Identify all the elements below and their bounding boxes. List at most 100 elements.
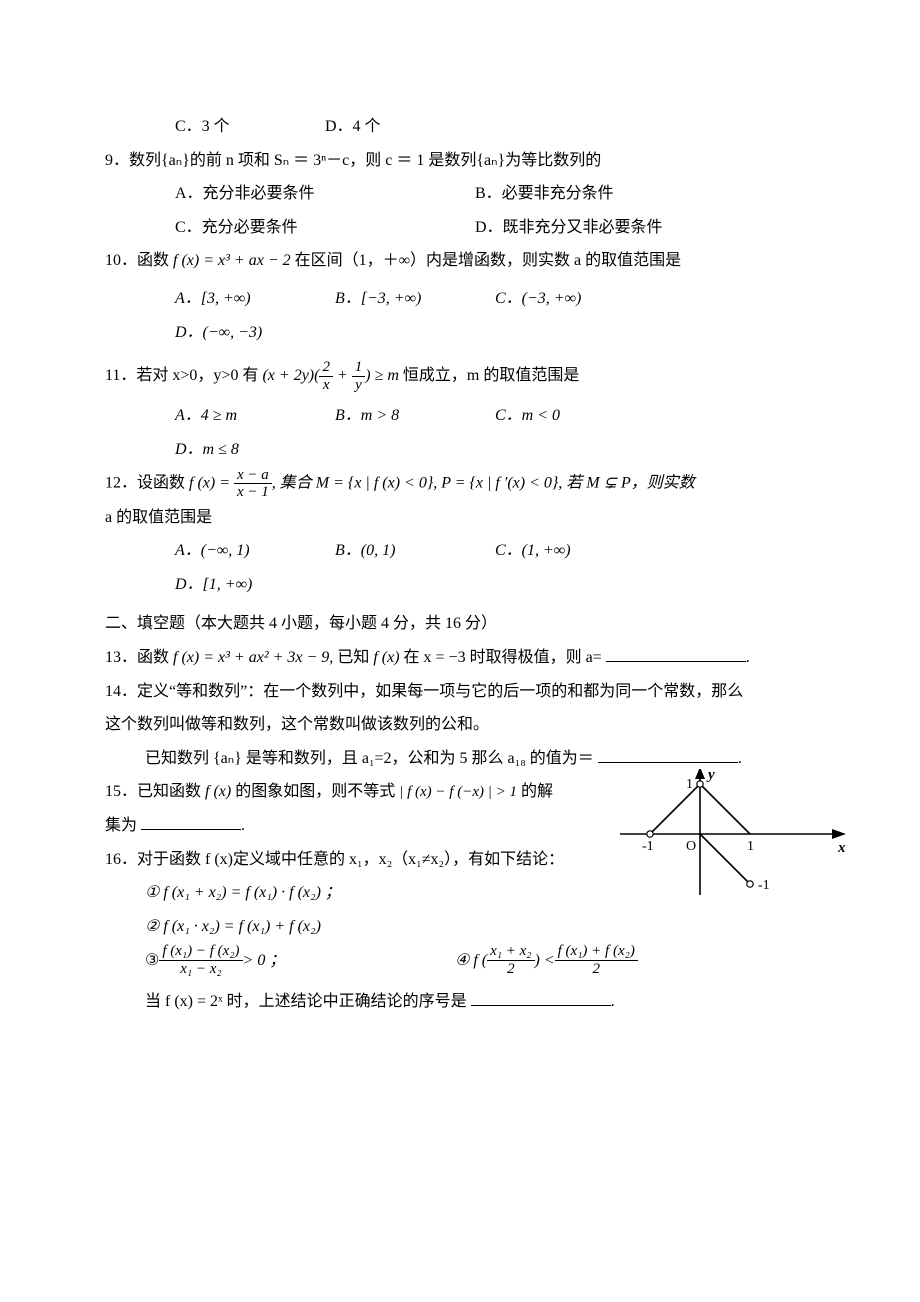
q16-c3c4-row: ③ f (x₁) − f (x₂)x₁ − x₂ > 0 ； ④ f ( x₁ …: [105, 943, 810, 977]
q10-opt-d: D．(−∞, −3): [175, 316, 335, 350]
q16-c3-den: x₁ − x₂: [159, 961, 242, 978]
q12-middle: , 集合 M = {x | f (x) < 0}, P = {x | f ′(x…: [272, 474, 695, 491]
q9-opt-a: A．充分非必要条件: [175, 177, 475, 211]
q15-blank[interactable]: [141, 813, 241, 830]
q8-opt-c: C．3 个: [175, 110, 325, 144]
q12-pre: 12．设函数: [105, 474, 189, 491]
q11-opt-a: A．4 ≥ m: [175, 399, 335, 433]
q13-pre: 13．函数: [105, 649, 169, 666]
q10-stem: 10．函数 f (x) = x³ + ax − 2 在区间（1，＋∞）内是增函数…: [105, 244, 810, 278]
q16-c4-den2: 2: [555, 961, 638, 978]
svg-text:y: y: [706, 769, 715, 783]
q16-c4-frac2: f (x₁) + f (x₂)2: [555, 943, 638, 977]
svg-text:1: 1: [747, 839, 754, 854]
q11-options: A．4 ≥ m B．m > 8 C．m < 0 D．m ≤ 8: [105, 399, 810, 466]
q16-c2: ② f (x₁ · x₂) = f (x₁) + f (x₂): [105, 910, 810, 944]
q16-c3: ③ f (x₁) − f (x₂)x₁ − x₂ > 0 ；: [145, 943, 455, 977]
q9-options-row2: C．充分必要条件 D．既非充分又非必要条件: [105, 211, 810, 245]
q13-blank[interactable]: [606, 645, 746, 662]
q10-opt-c: C．(−3, +∞): [495, 282, 655, 316]
q14-l1: 14．定义“等和数列”：在一个数列中，如果每一项与它的后一项的和都为同一个常数，…: [105, 675, 810, 709]
q15-graph-svg: yx1-1O1-1: [620, 769, 850, 899]
q16-last-a: 当 f (x) = 2ˣ 时，上述结论中正确结论的序号是: [145, 993, 467, 1010]
q14-l3a: 已知数列 {aₙ} 是等和数列，且 a₁=2，公和为 5 那么 a₁₈ 的值为＝: [145, 750, 598, 767]
q13-tail: .: [746, 649, 750, 666]
q11-frac2: 1y: [352, 359, 366, 393]
q11-frac1-den: x: [319, 377, 333, 394]
q15-block: yx1-1O1-1 15．已知函数 f (x) 的图象如图，则不等式 | f (…: [105, 775, 810, 842]
q10-post: 在区间（1，＋∞）内是增函数，则实数 a 的取值范围是: [295, 252, 682, 269]
q10-options: A．[3, +∞) B．[−3, +∞) C．(−3, +∞) D．(−∞, −…: [105, 282, 810, 349]
svg-text:x: x: [837, 840, 846, 856]
q15-l1d: | f (x) − f (−x) | > 1: [399, 784, 517, 800]
q13-post: 在 x = −3 时取得极值，则 a=: [404, 649, 602, 666]
svg-text:-1: -1: [758, 878, 770, 893]
q15-figure: yx1-1O1-1: [620, 769, 850, 912]
q16-c3-frac: f (x₁) − f (x₂)x₁ − x₂: [159, 943, 242, 977]
q10-opt-b: B．[−3, +∞): [335, 282, 495, 316]
q11-frac2-num: 1: [352, 359, 366, 377]
q13-fx: f (x) = x³ + ax² + 3x − 9,: [173, 649, 333, 666]
q12-stem-l1: 12．设函数 f (x) = x − ax − 1, 集合 M = {x | f…: [105, 467, 810, 501]
q11-opt-c: C．m < 0: [495, 399, 655, 433]
q13-fx2: f (x): [373, 649, 399, 666]
q11-stem: 11．若对 x>0，y>0 有 (x + 2y)(2x + 1y) ≥ m 恒成…: [105, 359, 810, 393]
q9-opt-d: D．既非充分又非必要条件: [475, 211, 775, 245]
q16-last-b: .: [611, 993, 615, 1010]
q16-c3-num: f (x₁) − f (x₂): [159, 943, 242, 961]
svg-text:-1: -1: [642, 839, 654, 854]
q8-options-row2: C．3 个 D．4 个: [105, 110, 810, 144]
q14-l2: 这个数列叫做等和数列，这个常数叫做该数列的公和。: [105, 708, 810, 742]
q11-opt-b: B．m > 8: [335, 399, 495, 433]
q12-frac-den: x − 1: [234, 484, 272, 501]
q16-last: 当 f (x) = 2ˣ 时，上述结论中正确结论的序号是 .: [105, 985, 810, 1019]
q13-mid: 已知: [337, 649, 369, 666]
q11-plus: +: [333, 367, 352, 384]
q16-c4-frac1: x₁ + x₂2: [487, 943, 534, 977]
q9-opt-b: B．必要非充分条件: [475, 177, 775, 211]
q14-l3b: .: [738, 750, 742, 767]
q12-line2: a 的取值范围是: [105, 509, 212, 526]
q15-l1e: 的解: [521, 783, 553, 800]
q9-options-row1: A．充分非必要条件 B．必要非充分条件: [105, 177, 810, 211]
q12-frac: x − ax − 1: [234, 467, 272, 501]
q16-c4-den1: 2: [487, 961, 534, 978]
q16-c3-pre: ③: [145, 944, 159, 978]
q15-l2a: 集为: [105, 817, 137, 834]
q9-opt-c: C．充分必要条件: [175, 211, 475, 245]
svg-text:1: 1: [686, 777, 693, 792]
q9-stem: 9．数列{aₙ}的前 n 项和 Sₙ ＝ 3ⁿ－c，则 c ＝ 1 是数列{aₙ…: [105, 144, 810, 178]
q16-c4-pre: ④ f (: [455, 944, 487, 978]
q15-l1b: f (x): [205, 783, 231, 800]
q9-stem-text: 9．数列{aₙ}的前 n 项和 Sₙ ＝ 3ⁿ－c，则 c ＝ 1 是数列{aₙ…: [105, 152, 601, 169]
q12-opt-b: B．(0, 1): [335, 534, 495, 568]
q12-opt-d: D．[1, +∞): [175, 568, 335, 602]
q11-opt-d: D．m ≤ 8: [175, 433, 335, 467]
q12-frac-num: x − a: [234, 467, 272, 485]
document-page: C．3 个 D．4 个 9．数列{aₙ}的前 n 项和 Sₙ ＝ 3ⁿ－c，则 …: [0, 0, 920, 1302]
q11-post: 恒成立，m 的取值范围是: [403, 367, 579, 384]
q16-c4: ④ f ( x₁ + x₂2 ) < f (x₁) + f (x₂)2: [455, 943, 638, 977]
q14-blank[interactable]: [598, 746, 738, 763]
q16-c4-mid: ) <: [535, 944, 555, 978]
q11-pre: 11．若对 x>0，y>0 有: [105, 367, 262, 384]
q13: 13．函数 f (x) = x³ + ax² + 3x − 9, 已知 f (x…: [105, 641, 810, 675]
q10-fx: f (x) = x³ + ax − 2: [173, 252, 291, 269]
q16-blank[interactable]: [471, 989, 611, 1006]
q11-expr-a: (x + 2y)(: [262, 367, 319, 384]
q16-c4-num2: f (x₁) + f (x₂): [555, 943, 638, 961]
q12-opt-c: C．(1, +∞): [495, 534, 655, 568]
q11-frac1-num: 2: [319, 359, 333, 377]
q11-expr-b: ) ≥ m: [365, 367, 399, 384]
q16-c4-num1: x₁ + x₂: [487, 943, 534, 961]
q12-options: A．(−∞, 1) B．(0, 1) C．(1, +∞) D．[1, +∞): [105, 534, 810, 601]
q8-opt-d: D．4 个: [325, 110, 495, 144]
q11-frac1: 2x: [319, 359, 333, 393]
q10-opt-a: A．[3, +∞): [175, 282, 335, 316]
q12-stem-l2: a 的取值范围是: [105, 501, 810, 535]
q15-l2b: .: [241, 817, 245, 834]
section-2-heading: 二、填空题（本大题共 4 小题，每小题 4 分，共 16 分）: [105, 607, 810, 641]
q15-l1a: 15．已知函数: [105, 783, 205, 800]
q15-l1c: 的图象如图，则不等式: [235, 783, 399, 800]
q10-pre: 10．函数: [105, 252, 173, 269]
